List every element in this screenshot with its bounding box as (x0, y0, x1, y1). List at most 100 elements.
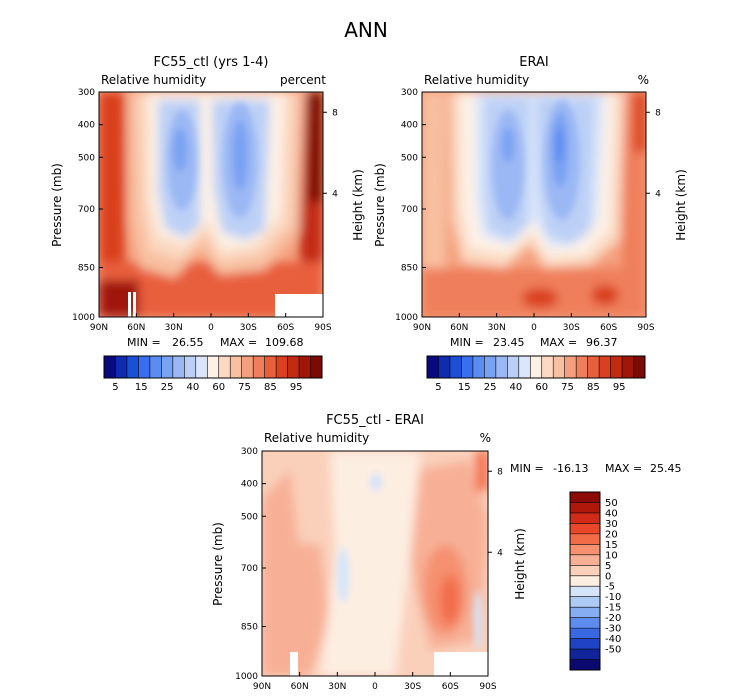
colorbar: 5 15 25 40 60 75 85 95 (103, 355, 323, 393)
colorbar-swatch (138, 356, 151, 378)
y2-tick-label: 4 (655, 189, 661, 199)
colorbar-swatch (495, 356, 508, 378)
y-axis: 300 400 500 700 850 1000 (395, 88, 426, 323)
y-tick-label: 300 (78, 88, 95, 98)
max-label: MAX = (220, 336, 257, 349)
colorbar-label: 15 (458, 382, 471, 393)
colorbar-swatch (427, 356, 439, 378)
colorbar-label: 5 (605, 561, 611, 572)
y2-axis: 84 (646, 108, 661, 199)
colorbar-swatch (484, 356, 497, 378)
x-tick-label: 60N (450, 323, 468, 333)
colorbar-swatch (570, 638, 600, 650)
colorbar-swatch (264, 356, 277, 378)
variable-label: Relative humidity (424, 73, 529, 87)
colorbar-swatch (241, 356, 254, 378)
colorbar-label: 60 (535, 382, 548, 393)
colorbar-label: 95 (290, 382, 303, 393)
y-axis-label: Pressure (mb) (373, 163, 387, 247)
y-tick-label: 400 (241, 480, 258, 490)
y-tick-label: 1000 (235, 672, 258, 682)
x-tick-label: 90N (413, 323, 431, 333)
page-title: ANN (344, 18, 388, 42)
x-tick-label: 0 (372, 682, 378, 692)
colorbar-swatch (570, 649, 600, 660)
colorbar-label: 10 (605, 550, 618, 561)
colorbar-label: -50 (605, 645, 621, 656)
heatmap-field (99, 92, 323, 317)
colorbar-swatch (310, 356, 323, 378)
colorbar-label: 5 (435, 382, 441, 393)
x-tick-label: 60N (291, 682, 309, 692)
y-axis-label: Pressure (mb) (211, 522, 225, 606)
y-tick-label: 1000 (72, 313, 95, 323)
max-label: MAX = (605, 462, 642, 475)
colorbar-swatch (461, 356, 474, 378)
x-axis: 90N 60N 30N 0 30S 60S 90S (90, 313, 332, 333)
colorbar-swatch (253, 356, 265, 378)
colorbar-swatch (570, 575, 600, 587)
colorbar-swatch (276, 356, 288, 378)
y-tick-label: 850 (78, 264, 95, 274)
y2-tick-label: 8 (332, 108, 338, 118)
colorbar-swatch (570, 617, 600, 629)
y-tick-label: 700 (401, 205, 418, 215)
min-label: MIN = (510, 462, 544, 475)
panel-erai: ERAI Relative humidity % (373, 55, 688, 393)
y2-axis: 84 (323, 108, 338, 199)
y2-tick-label: 8 (497, 467, 503, 477)
max-label: MAX = (540, 336, 577, 349)
max-value: 96.37 (586, 336, 618, 349)
y-axis-label: Pressure (mb) (50, 163, 64, 247)
colorbar-label: 95 (613, 382, 626, 393)
x-tick-label: 60S (277, 323, 294, 333)
colorbar-swatch (507, 356, 520, 378)
y-tick-label: 500 (241, 512, 258, 522)
colorbar-swatch (570, 586, 600, 598)
colorbar-swatch (115, 356, 128, 378)
y-axis: 300 400 500 700 850 1000 (72, 88, 103, 323)
colorbar-label: -10 (605, 592, 621, 603)
colorbar-swatch (161, 356, 174, 378)
colorbar-label: -5 (605, 582, 615, 593)
colorbar-swatch (541, 356, 554, 378)
panel-title: FC55_ctl - ERAI (326, 413, 424, 428)
colorbar-label: 40 (510, 382, 523, 393)
y-tick-label: 400 (401, 121, 418, 131)
colorbar-label: 60 (212, 382, 225, 393)
colorbar-label: 25 (484, 382, 497, 393)
colorbar-label: 20 (605, 529, 618, 540)
colorbar-swatch (576, 356, 588, 378)
min-label: MIN = (450, 336, 484, 349)
y-axis: 300 400 500 700 850 1000 (235, 447, 266, 682)
colorbar-label: 30 (605, 519, 618, 530)
x-tick-label: 90N (90, 323, 108, 333)
colorbar-label: 15 (135, 382, 148, 393)
colorbar-swatch (570, 628, 600, 639)
max-value: 109.68 (265, 336, 304, 349)
panel-title: ERAI (519, 55, 548, 70)
variable-label: Relative humidity (101, 73, 206, 87)
colorbar-label: -40 (605, 634, 621, 645)
colorbar-swatch (126, 356, 139, 378)
colorbar-swatch (553, 356, 565, 378)
y2-axis-label: Height (km) (351, 169, 365, 240)
colorbar-swatch (570, 565, 600, 577)
y2-axis-label: Height (km) (674, 169, 688, 240)
colorbar-label: 40 (187, 382, 200, 393)
min-label: MIN = (127, 336, 161, 349)
colorbar-swatch (570, 554, 600, 566)
colorbar: 5 15 25 40 60 75 85 95 (426, 355, 646, 393)
x-tick-label: 60S (442, 682, 459, 692)
colorbar-swatch (570, 502, 600, 514)
colorbar-label: 85 (264, 382, 277, 393)
x-tick-label: 30S (404, 682, 421, 692)
y-tick-label: 700 (241, 564, 258, 574)
x-tick-label: 90S (637, 323, 654, 333)
colorbar-swatch (438, 356, 451, 378)
min-max-readout: MIN = -16.13 MAX = 25.45 (510, 462, 682, 475)
colorbar-label: -20 (605, 613, 621, 624)
heatmap-field (422, 92, 646, 317)
x-axis: 90N 60N 30N 0 30S 60S 90S (413, 313, 655, 333)
